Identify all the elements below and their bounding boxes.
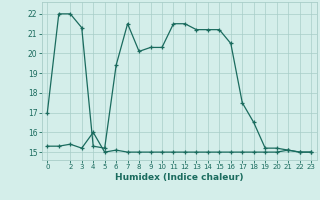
X-axis label: Humidex (Indice chaleur): Humidex (Indice chaleur) bbox=[115, 173, 244, 182]
